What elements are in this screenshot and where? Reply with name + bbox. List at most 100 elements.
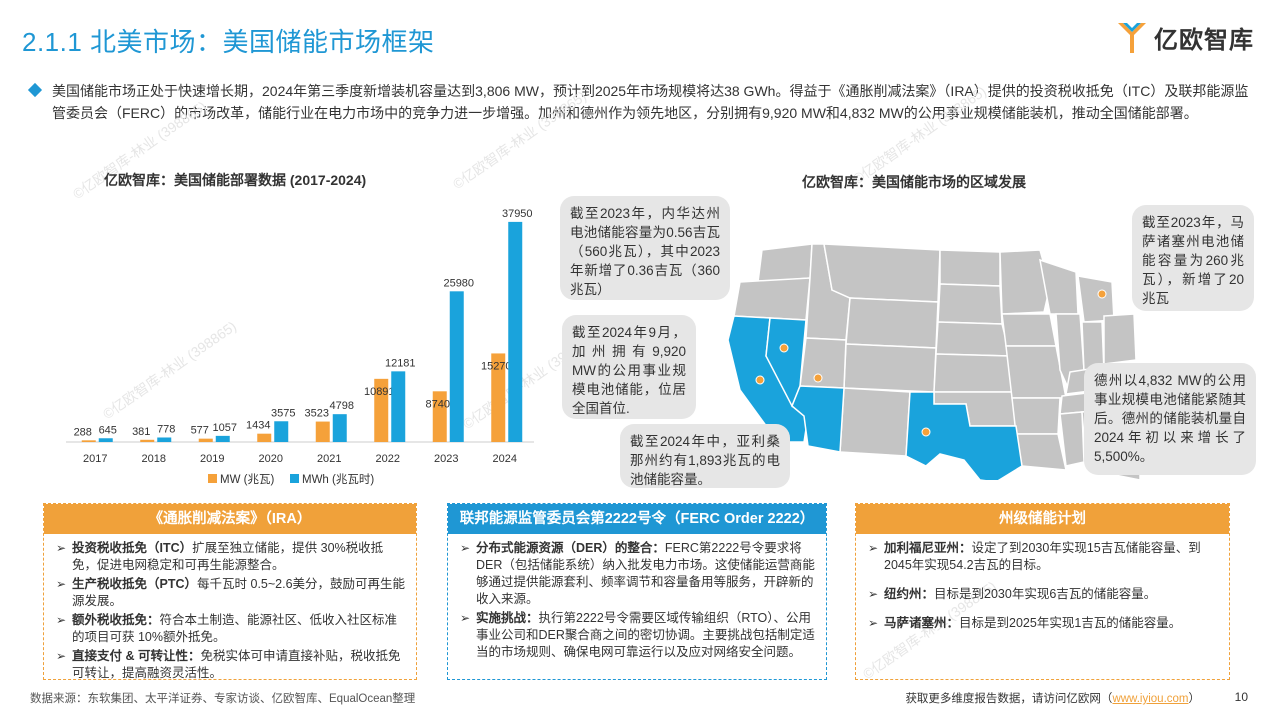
policy-item-text: 符合本土制造、能源社区、低收入社区标准的项目可获 10%额外抵免。: [72, 613, 398, 644]
arrow-bullet-icon: ➢: [56, 613, 67, 627]
mw-bar: [374, 378, 389, 442]
mw-bar: [432, 391, 447, 442]
north-dakota-state: [939, 249, 1001, 287]
missouri-state: [1005, 345, 1067, 399]
mwh-bar: [157, 437, 172, 442]
mwh-bar: [391, 371, 406, 442]
x-tick-label: 2024: [493, 453, 517, 465]
legend-label-mw: MW (兆瓦): [220, 473, 274, 486]
policy-item: ➢ 生产税收抵免（PTC）每千瓦时 0.5~2.6美分，鼓励可再生能源发展。: [56, 576, 406, 610]
mw-bar: [198, 438, 213, 442]
texas-callout: 德州以4,832 MW的公用事业规模电池储能紧随其后。德州的储能装机量自2024…: [1084, 363, 1256, 475]
mw-bar: [491, 353, 506, 442]
policy-item-heading: 投资税收抵免（ITC）: [72, 541, 193, 555]
policy-item: ➢ 加利福尼亚州：设定了到2030年实现15吉瓦储能容量、到2045年实现54.2…: [868, 540, 1219, 574]
california-dot: [755, 375, 765, 385]
policy-item-text: FERC第2222号令要求将DER（包括储能系统）纳入批发电力市场。这使储能运营…: [476, 541, 815, 606]
intro-text: 美国储能市场正处于快速增长期，2024年第三季度新增装机容量达到3,806 MW…: [52, 83, 1249, 121]
mwh-data-label: 37950: [502, 208, 533, 220]
logo-text: 亿欧智库: [1154, 27, 1254, 54]
legend-label-mwh: MWh (兆瓦时): [302, 473, 374, 486]
us-map-base: [733, 243, 1140, 480]
policy-item-text: 目标是到2030年实现6吉瓦的储能容量。: [934, 587, 1157, 601]
x-tick-label: 2021: [317, 453, 341, 465]
footer-more-info: 获取更多维度报告数据，请访问亿欧网（www.iyiou.com）: [905, 690, 1200, 706]
arrow-bullet-icon: ➢: [460, 611, 471, 625]
policy-item: ➢ 纽约州：目标是到2030年实现6吉瓦的储能容量。: [868, 586, 1219, 603]
legend-swatch-mwh: [290, 474, 299, 483]
mwh-data-label: 12181: [385, 357, 416, 369]
arizona-state: [791, 385, 845, 453]
policy-item-heading: 纽约州：: [884, 587, 935, 601]
mwh-data-label: 4798: [330, 400, 354, 412]
policy-item-text: 设定了到2030年实现15吉瓦储能容量、到2045年实现54.2吉瓦的目标。: [884, 541, 1201, 572]
ferc-policy-title: 联邦能源监管委员会第2222号令（FERC Order 2222）: [448, 504, 826, 534]
policy-item-heading: 分布式能源资源（DER）的整合：: [476, 541, 665, 555]
policy-item-heading: 实施挑战：: [476, 611, 539, 625]
policy-item-heading: 生产税收抵免（PTC）: [72, 577, 198, 591]
policy-item-text: 执行第2222号令需要区域传输组织（RTO）、公用事业公司和DER聚合商之间的密…: [476, 611, 815, 659]
policy-item: ➢ 马萨诸塞州：目标是到2025年实现1吉瓦的储能容量。: [868, 615, 1219, 632]
oregon-state: [733, 277, 811, 321]
arkansas-state: [1011, 397, 1061, 435]
nevada-callout: 截至2023年，内华达州电池储能容量为0.56吉瓦（560兆瓦），其中2023年…: [560, 196, 730, 300]
colorado-state: [843, 343, 937, 393]
mwh-bar: [449, 291, 464, 442]
mw-data-label: 15270: [481, 360, 512, 372]
policy-item: ➢ 额外税收抵免：符合本土制造、能源社区、低收入社区标准的项目可获 10%额外抵免…: [56, 612, 406, 646]
ira-policy-box: 《通胀削减法案》（IRA） ➢ 投资税收抵免（ITC）扩展至独立储能，提供 30%…: [43, 503, 417, 680]
texas-dot: [921, 427, 931, 437]
arizona-callout: 截至2024年中，亚利桑那州约有1,893兆瓦的电池储能容量。: [620, 424, 790, 488]
policy-item-text: 免税实体可申请直接补贴，税收抵免可转让，提高融资灵活性。: [72, 649, 401, 680]
california-callout: 截至2024年9月，加州拥有9,920 MW的公用事业规模电池储能，位居全国首位…: [562, 315, 696, 419]
page-number: 10: [1234, 690, 1248, 704]
x-tick-label: 2020: [259, 453, 283, 465]
nevada-dot: [779, 343, 789, 353]
nebraska-state: [935, 321, 1011, 357]
arrow-bullet-icon: ➢: [868, 541, 879, 555]
policy-item-heading: 直接支付 & 可转让性：: [72, 649, 201, 663]
mw-bar: [257, 433, 272, 442]
x-tick-label: 2019: [200, 453, 224, 465]
mw-bar: [140, 439, 155, 442]
mw-bar: [81, 440, 96, 442]
policy-item-heading: 马萨诸塞州：: [884, 616, 960, 630]
mw-data-label: 1434: [246, 420, 270, 432]
arrow-bullet-icon: ➢: [868, 616, 879, 630]
state-dots: [755, 289, 1107, 437]
arrow-bullet-icon: ➢: [868, 587, 879, 601]
ferc-policy-list: ➢ 分布式能源资源（DER）的整合：FERC第2222号令要求将DER（包括储能系…: [448, 534, 826, 661]
south-dakota-state: [937, 283, 1003, 325]
state-policy-list: ➢ 加利福尼亚州：设定了到2030年实现15吉瓦储能容量、到2045年实现54.2…: [856, 534, 1229, 632]
arrow-bullet-icon: ➢: [56, 541, 67, 555]
policy-item: ➢ 分布式能源资源（DER）的整合：FERC第2222号令要求将DER（包括储能系…: [460, 540, 816, 608]
x-tick-label: 2022: [376, 453, 400, 465]
policy-item-heading: 额外税收抵免：: [72, 613, 160, 627]
mw-data-label: 288: [74, 426, 92, 438]
mw-bar: [315, 421, 330, 442]
mwh-data-label: 1057: [213, 422, 237, 434]
diamond-bullet-icon: [27, 82, 43, 98]
mwh-bar: [215, 435, 230, 442]
iyiou-link[interactable]: www.iyiou.com: [1112, 693, 1189, 705]
massachusetts-callout: 截至2023年，马萨诸塞州电池储能容量为260兆瓦），新增了20兆瓦: [1132, 205, 1254, 311]
mw-data-label: 10891: [364, 386, 395, 398]
iowa-state: [1001, 313, 1057, 347]
kansas-state: [933, 353, 1013, 393]
mw-data-label: 8740: [426, 398, 450, 410]
wyoming-state: [845, 297, 939, 349]
arrow-bullet-icon: ➢: [56, 577, 67, 591]
policy-item-text: 目标是到2025年实现1吉瓦的储能容量。: [959, 616, 1182, 630]
louisiana-state: [1015, 433, 1067, 471]
utah-state: [799, 337, 847, 389]
logo: 亿欧智库: [1116, 20, 1254, 55]
mwh-bar: [332, 414, 347, 442]
logo-mark-icon: [1118, 22, 1146, 53]
mw-data-label: 577: [191, 425, 209, 437]
highlighted-states: [727, 315, 1023, 480]
mwh-bar: [98, 438, 113, 442]
policy-item: ➢ 投资税收抵免（ITC）扩展至独立储能，提供 30%税收抵免，促进电网稳定和可再…: [56, 540, 406, 574]
x-tick-label: 2023: [434, 453, 458, 465]
ferc-policy-box: 联邦能源监管委员会第2222号令（FERC Order 2222） ➢ 分布式能源…: [447, 503, 827, 680]
